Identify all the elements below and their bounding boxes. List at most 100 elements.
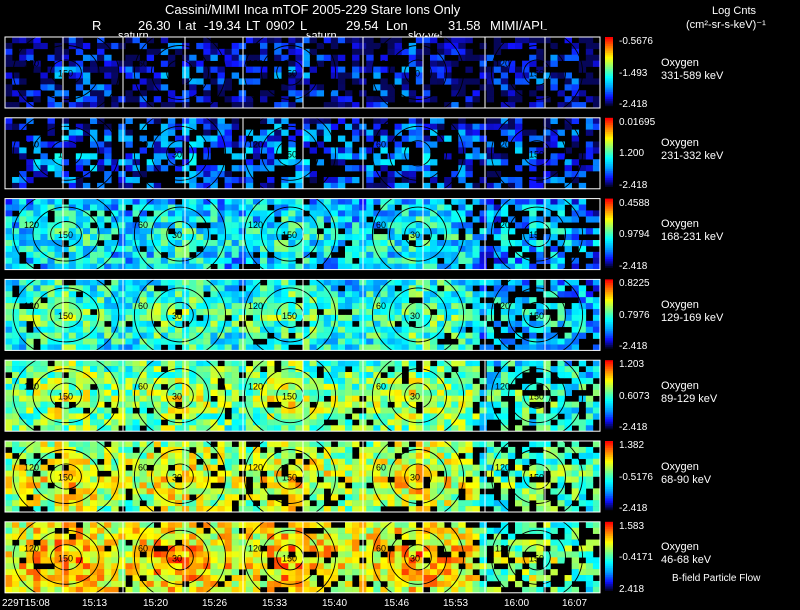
heat-cell — [55, 494, 62, 500]
heat-cell — [558, 396, 565, 402]
heat-cell — [232, 390, 239, 396]
heat-cell — [310, 147, 317, 153]
heat-cell — [182, 488, 189, 494]
heat-cell — [55, 252, 62, 258]
heat-cell — [373, 402, 380, 408]
heat-cell — [203, 471, 210, 477]
heat-cell — [40, 222, 47, 228]
heat-cell — [267, 210, 274, 216]
heat-cell — [12, 366, 19, 372]
heat-cell — [225, 258, 232, 264]
heat-cell — [409, 252, 416, 258]
heat-cell — [451, 327, 458, 333]
heat-cell — [515, 459, 522, 465]
heat-cell — [437, 500, 444, 506]
heat-cell — [295, 130, 302, 136]
heat-cell — [331, 425, 338, 431]
colorbar-step — [605, 349, 613, 351]
heat-cell — [480, 159, 487, 165]
heat-cell — [324, 408, 331, 414]
heat-cell — [232, 488, 239, 494]
heat-cell — [338, 339, 345, 345]
heat-cell — [444, 390, 451, 396]
heat-cell — [437, 279, 444, 285]
heat-cell — [260, 258, 267, 264]
heat-cell — [437, 303, 444, 309]
heat-cell — [140, 413, 147, 419]
heat-cell — [161, 465, 168, 471]
heat-cell — [203, 315, 210, 321]
heat-cell — [572, 136, 579, 142]
heat-cell — [196, 465, 203, 471]
heat-cell — [5, 246, 12, 252]
heat-cell — [451, 321, 458, 327]
heat-cell — [182, 360, 189, 366]
heat-cell — [579, 171, 586, 177]
heat-cell — [19, 205, 26, 211]
heat-cell — [473, 339, 480, 345]
heat-cell — [83, 297, 90, 303]
heat-cell — [402, 321, 409, 327]
contour-label: 30 — [172, 230, 182, 240]
heat-cell — [338, 84, 345, 90]
heat-cell — [501, 258, 508, 264]
heat-cell — [203, 96, 210, 102]
heat-cell — [232, 453, 239, 459]
heat-cell — [380, 210, 387, 216]
panel-group: 1501203060150120306015012015012030601501… — [5, 29, 613, 600]
heat-cell — [118, 199, 125, 205]
heat-cell — [345, 471, 352, 477]
heat-cell — [352, 136, 359, 142]
heat-cell — [295, 333, 302, 339]
heat-cell — [225, 61, 232, 67]
heat-cell — [125, 141, 132, 147]
heat-cell — [196, 61, 203, 67]
heat-cell — [522, 297, 529, 303]
heat-cell — [196, 384, 203, 390]
contour-label: 30 — [410, 230, 420, 240]
heat-cell — [522, 130, 529, 136]
heat-cell — [352, 500, 359, 506]
heat-cell — [182, 246, 189, 252]
heat-cell — [543, 136, 550, 142]
heat-cell — [239, 199, 246, 205]
contour-label: 60 — [138, 220, 148, 230]
heat-cell — [352, 165, 359, 171]
heat-cell — [83, 315, 90, 321]
heat-cell — [203, 153, 210, 159]
heat-cell — [83, 228, 90, 234]
heat-cell — [550, 285, 557, 291]
heat-cell — [175, 264, 182, 270]
heat-cell — [253, 506, 260, 512]
heat-cell — [267, 234, 274, 240]
heat-cell — [140, 333, 147, 339]
heat-cell — [90, 447, 97, 453]
contour-label: 150 — [58, 392, 73, 402]
heat-cell — [465, 136, 472, 142]
heat-cell — [274, 408, 281, 414]
heat-cell — [416, 240, 423, 246]
heat-cell — [586, 447, 593, 453]
heat-cell — [480, 291, 487, 297]
heat-cell — [111, 279, 118, 285]
heat-cell — [480, 136, 487, 142]
heat-cell — [225, 246, 232, 252]
heat-cell — [147, 339, 154, 345]
heat-cell — [395, 78, 402, 84]
heat-cell — [465, 441, 472, 447]
contour-label: 30 — [172, 69, 182, 79]
heat-cell — [154, 118, 161, 124]
heat-cell — [352, 118, 359, 124]
heat-cell — [26, 199, 33, 205]
heat-cell — [558, 494, 565, 500]
heat-cell — [147, 488, 154, 494]
heat-cell — [331, 102, 338, 108]
heat-cell — [225, 482, 232, 488]
heat-cell — [225, 333, 232, 339]
heat-cell — [352, 210, 359, 216]
heat-cell — [267, 366, 274, 372]
heat-cell — [558, 210, 565, 216]
heat-cell — [473, 500, 480, 506]
heat-cell — [352, 344, 359, 350]
